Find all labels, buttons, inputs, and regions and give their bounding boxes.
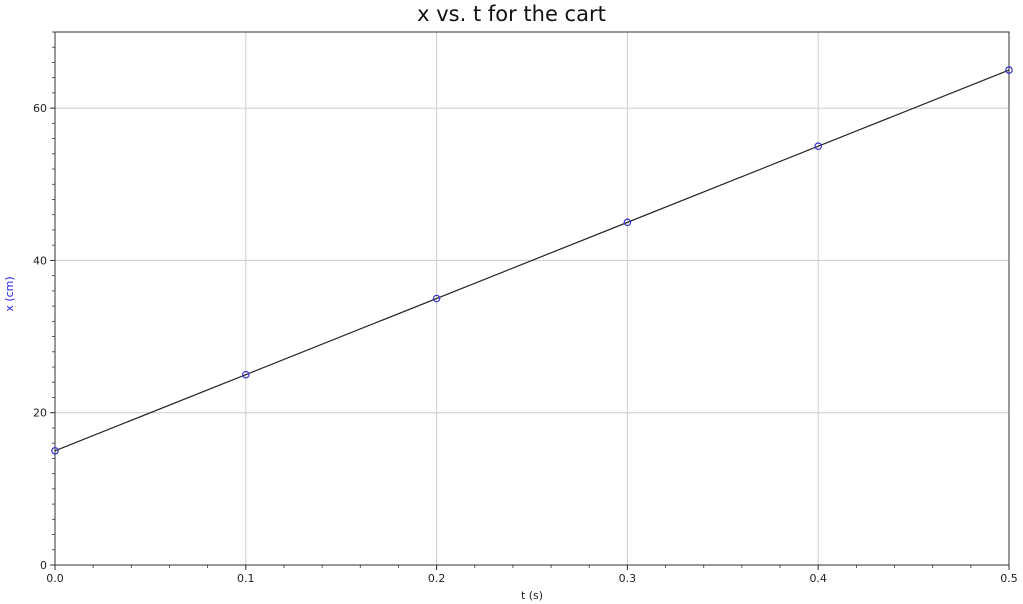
y-tick-label: 0 — [40, 559, 47, 572]
x-tick-label: 0.4 — [809, 572, 827, 585]
y-tick-label: 60 — [33, 102, 47, 115]
grid-lines — [55, 32, 1010, 565]
fit-line — [54, 69, 1010, 452]
y-tick-label: 40 — [33, 254, 47, 267]
data-point — [814, 142, 823, 151]
data-points — [51, 66, 1013, 455]
plot-frame — [54, 31, 1010, 566]
tick-labels: 0.0 0.1 0.2 0.3 0.4 0.5 0 20 40 60 — [33, 102, 1018, 585]
x-tick-label: 0.2 — [428, 572, 446, 585]
minor-ticks — [52, 31, 1010, 568]
data-point — [432, 294, 441, 303]
x-tick-label: 0.1 — [237, 572, 255, 585]
x-tick-label: 0.3 — [619, 572, 637, 585]
x-tick-label: 0.5 — [1000, 572, 1018, 585]
chart-title: x vs. t for the cart — [417, 2, 606, 26]
data-point — [242, 370, 250, 379]
data-point — [51, 446, 59, 455]
data-point — [1005, 66, 1013, 74]
x-axis-label: t (s) — [521, 589, 543, 602]
data-point — [623, 218, 632, 227]
axes — [50, 31, 1010, 570]
y-axis-label: x (cm) — [3, 276, 16, 311]
x-tick-label: 0.0 — [46, 572, 64, 585]
fit-line-layer — [54, 69, 1010, 452]
y-tick-label: 20 — [33, 407, 47, 420]
